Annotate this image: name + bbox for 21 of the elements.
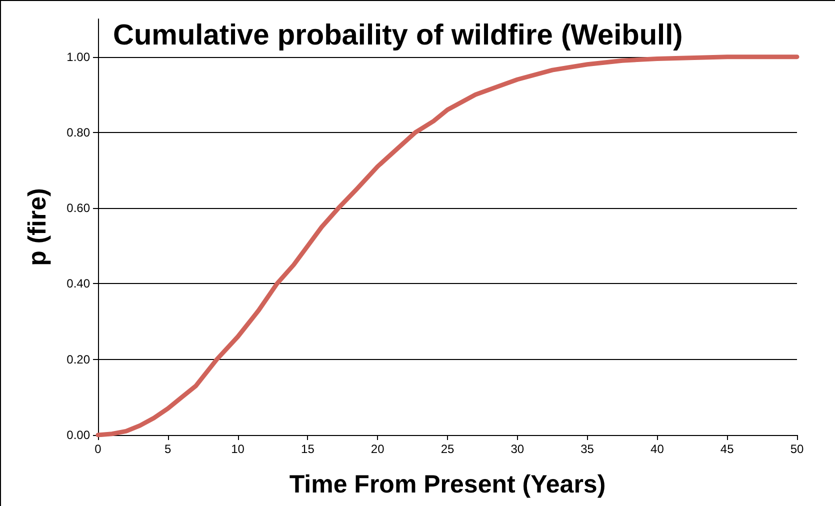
x-tick-label: 50 [790, 442, 804, 456]
x-tick-label: 25 [440, 442, 454, 456]
x-tick-label: 20 [370, 442, 385, 456]
chart-title: Cumulative probaility of wildfire (Weibull) [113, 20, 683, 52]
y-tick-label: 1.00 [66, 50, 90, 64]
x-tick-label: 5 [164, 442, 172, 456]
y-tick-label: 0.80 [66, 125, 90, 140]
x-tick-label: 15 [301, 442, 315, 456]
y-tick-label: 0.60 [66, 201, 90, 216]
x-tick-label: 0 [94, 442, 102, 456]
line-series [96, 54, 800, 438]
x-tick-label: 35 [580, 442, 594, 456]
y-tick-label: 0.20 [66, 352, 90, 366]
y-axis-title: p (fire) [24, 188, 52, 266]
x-tick-label: 40 [650, 442, 664, 456]
y-tick-label: 0.40 [66, 276, 90, 291]
x-tick-label: 45 [720, 442, 734, 456]
x-tick-label: 30 [510, 442, 524, 456]
x-axis-title: Time From Present (Years) [289, 470, 606, 498]
y-tick-label: 0.00 [66, 428, 90, 442]
x-tick-label: 10 [231, 442, 245, 456]
